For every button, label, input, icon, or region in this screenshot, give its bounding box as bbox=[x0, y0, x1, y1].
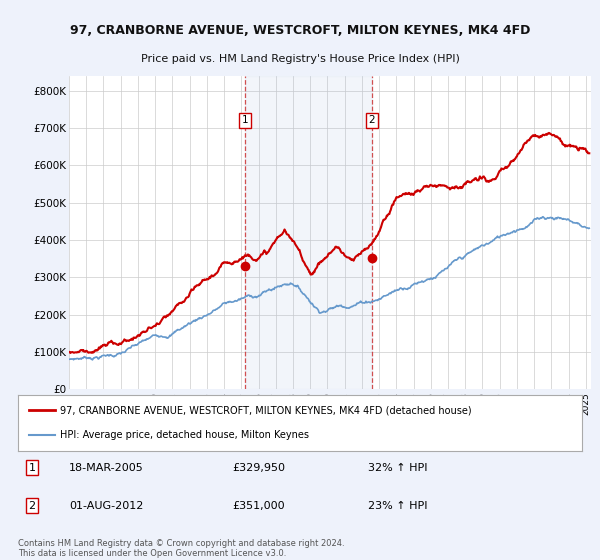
Text: 2: 2 bbox=[368, 115, 375, 125]
Text: 23% ↑ HPI: 23% ↑ HPI bbox=[368, 501, 427, 511]
Text: 97, CRANBORNE AVENUE, WESTCROFT, MILTON KEYNES, MK4 4FD: 97, CRANBORNE AVENUE, WESTCROFT, MILTON … bbox=[70, 24, 530, 38]
Text: 01-AUG-2012: 01-AUG-2012 bbox=[69, 501, 143, 511]
Text: 97, CRANBORNE AVENUE, WESTCROFT, MILTON KEYNES, MK4 4FD (detached house): 97, CRANBORNE AVENUE, WESTCROFT, MILTON … bbox=[60, 405, 472, 416]
Text: 18-MAR-2005: 18-MAR-2005 bbox=[69, 463, 143, 473]
Text: Contains HM Land Registry data © Crown copyright and database right 2024.
This d: Contains HM Land Registry data © Crown c… bbox=[18, 539, 344, 558]
Text: HPI: Average price, detached house, Milton Keynes: HPI: Average price, detached house, Milt… bbox=[60, 430, 310, 440]
Text: 32% ↑ HPI: 32% ↑ HPI bbox=[368, 463, 427, 473]
Text: 1: 1 bbox=[242, 115, 248, 125]
Text: £351,000: £351,000 bbox=[232, 501, 285, 511]
Text: Price paid vs. HM Land Registry's House Price Index (HPI): Price paid vs. HM Land Registry's House … bbox=[140, 54, 460, 64]
Text: 2: 2 bbox=[29, 501, 35, 511]
Text: £329,950: £329,950 bbox=[232, 463, 286, 473]
Bar bbox=[245, 76, 372, 389]
Text: 1: 1 bbox=[29, 463, 35, 473]
